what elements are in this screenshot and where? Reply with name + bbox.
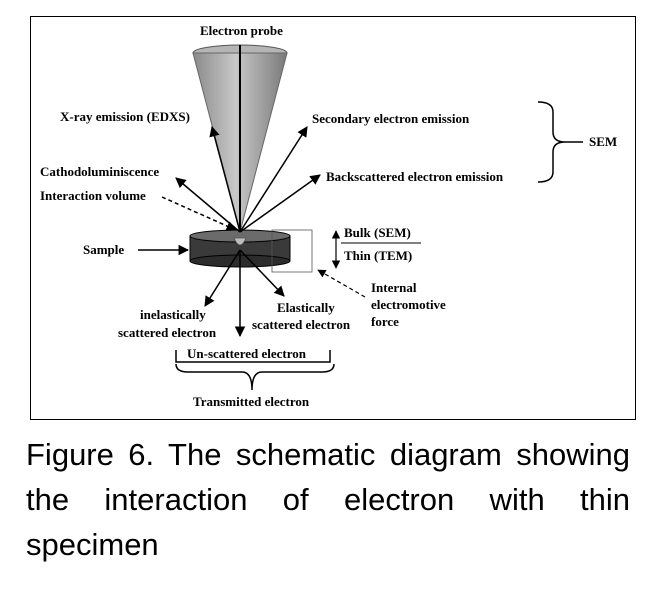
transmitted-label: Transmitted electron (193, 394, 310, 409)
thin-label: Thin (TEM) (344, 248, 412, 263)
unscattered-bracket (175, 350, 331, 363)
elastic-label-1: Elastically (277, 300, 335, 315)
xray-arrow (209, 125, 241, 233)
secondary-label: Secondary electron emission (312, 111, 470, 126)
elastic-label-2: scattered electron (252, 317, 351, 332)
unscattered-label: Un-scattered electron (187, 346, 307, 361)
figure-frame (30, 16, 636, 420)
interaction-volume-arrow (161, 196, 237, 231)
internal-force-label-1: Internal (371, 280, 417, 295)
bulk-thin-indicator (271, 229, 421, 298)
electron-probe-label: Electron probe (200, 23, 283, 38)
xray-label: X-ray emission (EDXS) (60, 109, 190, 124)
sem-label: SEM (589, 134, 617, 149)
backscattered-label: Backscattered electron emission (326, 169, 504, 184)
figure-caption: Figure 6. The schematic diagram showing … (26, 437, 630, 562)
sample-label: Sample (83, 242, 124, 257)
inelastic-arrow (204, 249, 241, 307)
transmitted-brace (175, 363, 335, 391)
internal-force-label-2: electromotive (371, 297, 446, 312)
cathodo-label: Cathodoluminiscence (40, 164, 159, 179)
sample-disk (189, 229, 291, 268)
inelastic-label-2: scattered electron (118, 325, 217, 340)
secondary-arrow (239, 126, 308, 233)
inelastic-label-1: inelastically (140, 307, 206, 322)
interaction-volume-label: Interaction volume (40, 188, 146, 203)
sem-brace (537, 101, 566, 183)
bulk-label: Bulk (SEM) (344, 225, 411, 240)
elastic-arrow (239, 249, 285, 297)
backscattered-arrow (239, 174, 321, 233)
internal-force-label-3: force (371, 314, 399, 329)
